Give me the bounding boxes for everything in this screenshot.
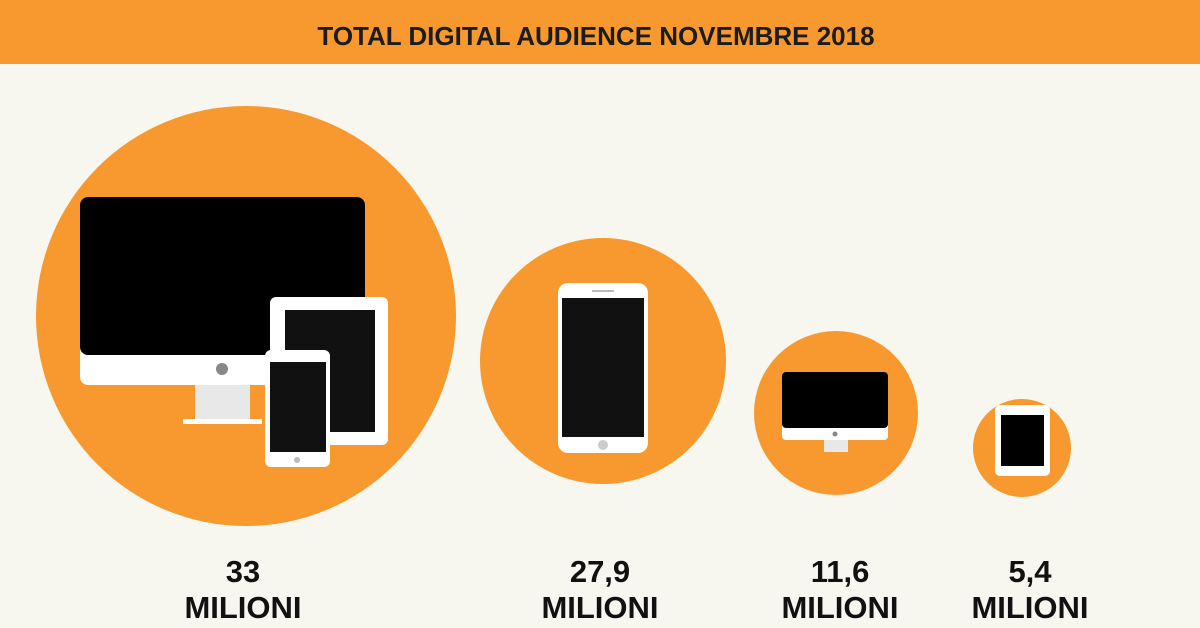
labels: 33MILIONI27,9MILIONI11,6MILIONI5,4MILION… — [184, 554, 1088, 625]
audience-value: 27,9 — [570, 554, 630, 589]
monitor-base — [183, 419, 262, 424]
monitor-screen — [782, 372, 888, 428]
audience-unit: MILIONI — [184, 590, 301, 625]
monitor-button — [832, 431, 838, 437]
audience-unit: MILIONI — [781, 590, 898, 625]
audience-unit: MILIONI — [971, 590, 1088, 625]
monitor-button — [216, 363, 228, 375]
phone-screen — [270, 362, 326, 452]
device-group-all — [36, 106, 456, 526]
header-band — [0, 0, 1200, 64]
audience-value: 33 — [226, 554, 260, 589]
audience-unit: MILIONI — [541, 590, 658, 625]
phone-speaker — [592, 290, 614, 292]
monitor-stand — [195, 385, 250, 420]
device-group-desktop — [754, 331, 918, 495]
header-title: TOTAL DIGITAL AUDIENCE NOVEMBRE 2018 — [317, 21, 874, 51]
tablet-screen — [1001, 415, 1044, 466]
audience-value: 11,6 — [811, 554, 870, 589]
device-group-tablet — [973, 399, 1071, 497]
phone-screen — [562, 298, 644, 437]
monitor-stand — [824, 440, 848, 452]
audience-value: 5,4 — [1008, 554, 1052, 589]
device-group-smartphone — [480, 238, 726, 484]
phone-button — [598, 440, 608, 450]
phone-button — [294, 457, 300, 463]
